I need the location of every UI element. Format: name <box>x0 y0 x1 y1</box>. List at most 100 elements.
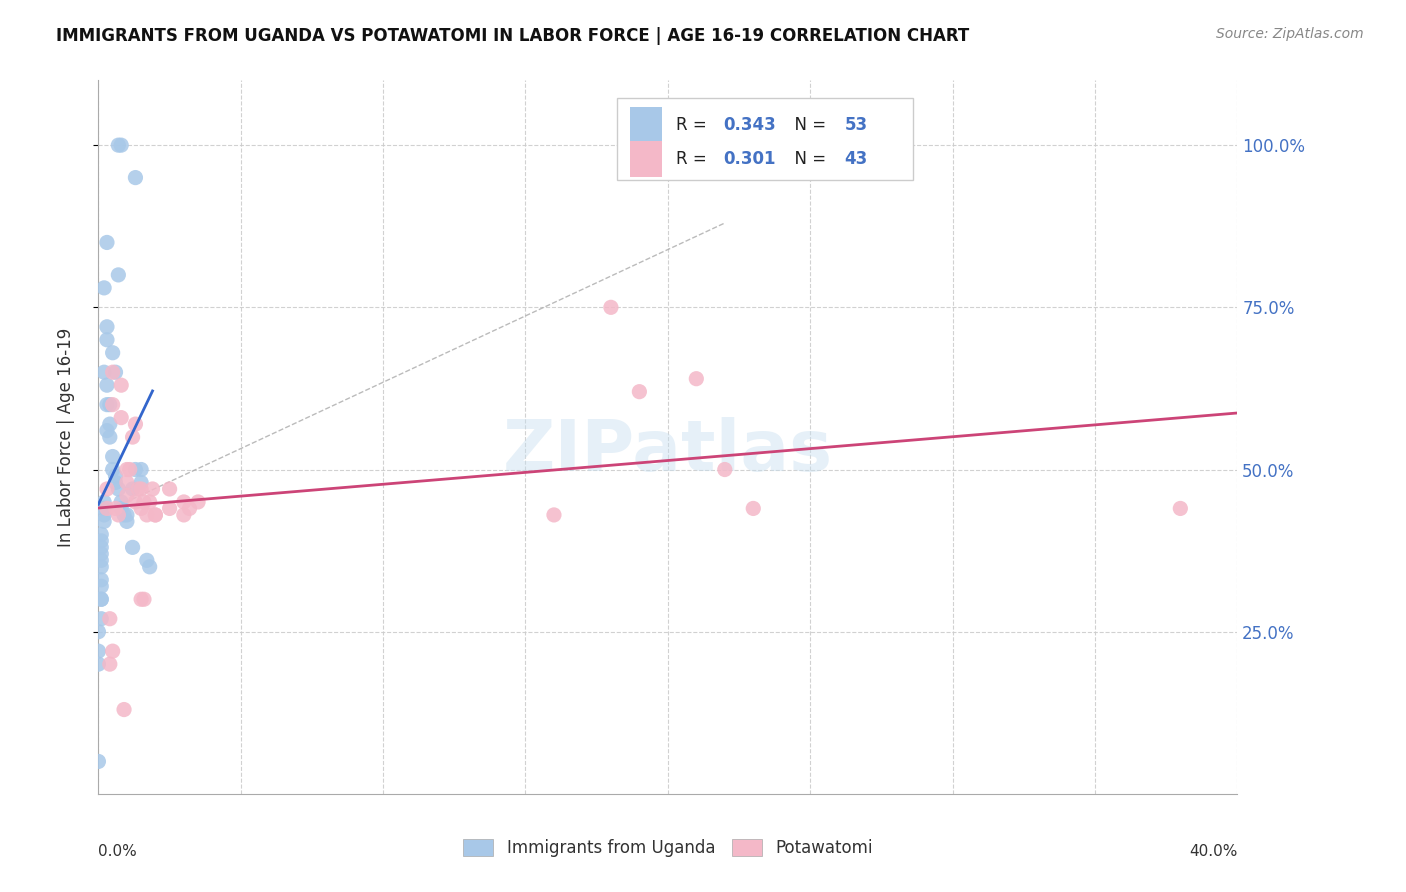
Point <box>124 170 146 185</box>
Text: ZIPatlas: ZIPatlas <box>503 417 832 486</box>
Point <box>135 508 157 522</box>
Point <box>104 365 127 379</box>
Point <box>115 515 138 529</box>
Point <box>98 430 121 444</box>
Point <box>93 508 115 522</box>
Point <box>110 378 132 392</box>
Point <box>127 482 149 496</box>
Text: 0.343: 0.343 <box>724 116 776 134</box>
Point <box>543 508 565 522</box>
Point <box>96 319 118 334</box>
Point <box>179 501 201 516</box>
Point <box>110 138 132 153</box>
Bar <box>617 98 912 180</box>
Point <box>98 612 121 626</box>
Point <box>87 624 110 639</box>
Point <box>138 495 160 509</box>
Point <box>115 508 138 522</box>
Point <box>129 501 152 516</box>
Point <box>90 573 112 587</box>
Point <box>145 508 167 522</box>
Point <box>173 495 195 509</box>
Point <box>145 508 167 522</box>
Text: N =: N = <box>785 150 831 168</box>
Point <box>124 417 146 431</box>
Text: N =: N = <box>785 116 831 134</box>
Point <box>96 333 118 347</box>
Point <box>101 345 124 359</box>
Point <box>101 644 124 658</box>
Point <box>96 235 118 250</box>
Point <box>107 482 129 496</box>
Point <box>1170 501 1192 516</box>
Point <box>104 469 127 483</box>
Point <box>104 501 127 516</box>
Point <box>98 657 121 672</box>
Point <box>93 515 115 529</box>
Point <box>101 398 124 412</box>
Legend: Immigrants from Uganda, Potawatomi: Immigrants from Uganda, Potawatomi <box>457 832 879 864</box>
Point <box>115 488 138 502</box>
Point <box>121 430 143 444</box>
Point <box>96 378 118 392</box>
Point <box>714 462 737 476</box>
Point <box>90 612 112 626</box>
Text: Source: ZipAtlas.com: Source: ZipAtlas.com <box>1216 27 1364 41</box>
Point <box>90 533 112 548</box>
Point <box>132 592 155 607</box>
Point <box>96 482 118 496</box>
Point <box>110 501 132 516</box>
Point <box>129 592 152 607</box>
Point <box>90 547 112 561</box>
Point <box>187 495 209 509</box>
Text: 53: 53 <box>845 116 868 134</box>
Point <box>107 508 129 522</box>
Point <box>138 559 160 574</box>
Point <box>90 527 112 541</box>
Point <box>115 462 138 476</box>
Point <box>90 553 112 567</box>
Point <box>135 553 157 567</box>
Point <box>141 482 163 496</box>
Point <box>129 475 152 490</box>
Point <box>159 482 181 496</box>
Text: 43: 43 <box>845 150 868 168</box>
Point <box>98 417 121 431</box>
Point <box>121 482 143 496</box>
Point <box>124 462 146 476</box>
Point <box>118 462 141 476</box>
Point <box>93 495 115 509</box>
Point <box>93 501 115 516</box>
Point <box>628 384 651 399</box>
Text: 40.0%: 40.0% <box>1189 844 1237 859</box>
Point <box>107 138 129 153</box>
Point <box>101 450 124 464</box>
Bar <box>630 107 662 143</box>
Point <box>96 424 118 438</box>
Point <box>742 501 765 516</box>
Point <box>96 398 118 412</box>
Point <box>93 365 115 379</box>
Point <box>101 462 124 476</box>
Point <box>96 501 118 516</box>
Point <box>159 501 181 516</box>
Point <box>104 475 127 490</box>
Point <box>87 657 110 672</box>
Point <box>110 410 132 425</box>
Point <box>115 475 138 490</box>
Text: R =: R = <box>676 116 711 134</box>
Point <box>112 702 135 716</box>
Text: 0.301: 0.301 <box>724 150 776 168</box>
Point <box>101 365 124 379</box>
Point <box>132 495 155 509</box>
Point <box>87 644 110 658</box>
Point <box>90 541 112 555</box>
Point <box>93 281 115 295</box>
Point <box>90 579 112 593</box>
Text: IMMIGRANTS FROM UGANDA VS POTAWATOMI IN LABOR FORCE | AGE 16-19 CORRELATION CHAR: IMMIGRANTS FROM UGANDA VS POTAWATOMI IN … <box>56 27 970 45</box>
Point <box>107 268 129 282</box>
Point <box>90 592 112 607</box>
Point <box>173 508 195 522</box>
Text: 0.0%: 0.0% <box>98 844 138 859</box>
Point <box>121 541 143 555</box>
